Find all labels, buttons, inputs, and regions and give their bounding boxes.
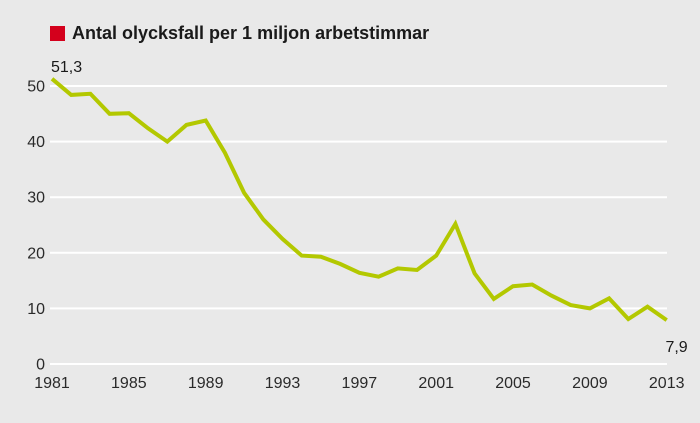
x-tick-label: 1985 [111, 375, 147, 392]
chart-legend: Antal olycksfall per 1 miljon arbetstimm… [50, 23, 429, 44]
x-tick-label: 1989 [188, 375, 224, 392]
data-line-series [50, 77, 668, 322]
chart-title: Antal olycksfall per 1 miljon arbetstimm… [72, 23, 430, 43]
y-tick-label: 50 [27, 79, 45, 96]
y-tick-label: 30 [27, 190, 45, 207]
y-tick-label: 0 [36, 357, 45, 374]
y-tick-label: 10 [27, 301, 45, 318]
point-value-label: 51,3 [51, 59, 82, 76]
x-tick-label: 2005 [495, 375, 531, 392]
point-value-label: 7,9 [665, 339, 687, 356]
x-tick-label: 1993 [265, 375, 301, 392]
x-tick-label: 1981 [34, 375, 70, 392]
legend-swatch-icon [50, 26, 65, 41]
y-tick-label: 20 [27, 245, 45, 262]
x-tick-label: 1997 [342, 375, 378, 392]
y-tick-label: 40 [27, 134, 45, 151]
x-tick-label: 2009 [572, 375, 608, 392]
x-tick-label: 2001 [418, 375, 454, 392]
x-tick-label: 2013 [649, 375, 685, 392]
